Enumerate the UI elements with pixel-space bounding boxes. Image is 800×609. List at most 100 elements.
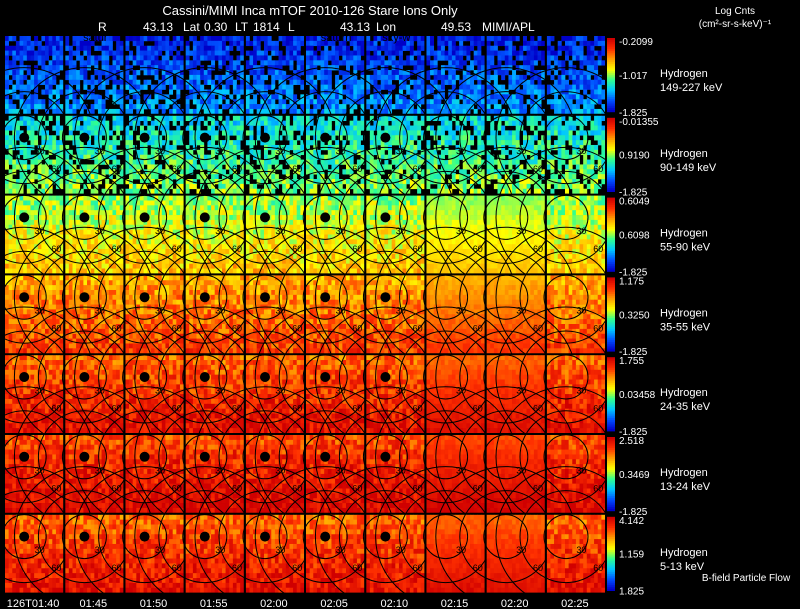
heatmap-cell <box>240 120 245 126</box>
heatmap-cell <box>417 125 422 131</box>
heatmap-cell <box>59 135 64 141</box>
heatmap-cell <box>579 120 584 126</box>
heatmap-cell <box>413 79 418 85</box>
heatmap-cell <box>72 79 77 85</box>
heatmap-cell <box>512 120 517 126</box>
heatmap-cell <box>37 115 42 122</box>
heatmap-cell <box>561 104 566 110</box>
heatmap-cell <box>147 244 152 250</box>
heatmap-cell <box>353 149 358 156</box>
heatmap-cell <box>112 70 117 76</box>
heatmap-cell <box>90 244 95 250</box>
heatmap-cell <box>192 60 197 66</box>
heatmap-cell <box>335 154 340 160</box>
heatmap-cell <box>108 253 113 260</box>
heatmap-cell <box>192 144 197 151</box>
heatmap-cell <box>150 140 155 146</box>
heatmap-cell <box>444 159 449 165</box>
heatmap-cell <box>105 253 110 260</box>
heatmap-cell <box>65 244 70 250</box>
heatmap-cell <box>129 154 134 160</box>
heatmap-cell <box>147 179 152 185</box>
heatmap-cell <box>143 60 148 66</box>
heatmap-cell <box>377 99 382 105</box>
heatmap-cell <box>30 219 35 226</box>
heatmap-cell <box>260 179 265 185</box>
heatmap-cell <box>229 36 234 42</box>
heatmap-cell <box>459 154 464 160</box>
heatmap-cell <box>420 84 425 90</box>
heatmap-cell <box>203 36 208 42</box>
heatmap-cell <box>546 89 551 95</box>
heatmap-cell <box>249 144 254 151</box>
heatmap-cell <box>179 239 184 245</box>
heatmap-cell <box>335 174 340 180</box>
heatmap-cell <box>55 179 60 185</box>
heatmap-cell <box>554 144 559 151</box>
heatmap-cell <box>575 149 580 156</box>
heatmap-cell <box>561 99 566 105</box>
heatmap-cell <box>105 125 110 131</box>
colorbar-segment <box>607 104 615 107</box>
heatmap-cell <box>169 253 174 260</box>
heatmap-cell <box>116 130 121 136</box>
heatmap-cell <box>196 45 201 51</box>
heatmap-cell <box>116 195 121 201</box>
heatmap-cell <box>480 179 485 185</box>
heatmap-cell <box>398 104 403 110</box>
heatmap-cell <box>380 154 385 160</box>
heatmap-cell <box>402 135 407 141</box>
heatmap-cell <box>590 89 595 95</box>
heatmap-cell <box>561 154 566 160</box>
heatmap-cell <box>508 99 513 105</box>
heatmap-cell <box>30 94 35 100</box>
heatmap-cell <box>451 140 456 146</box>
heatmap-cell <box>59 125 64 131</box>
heatmap-cell <box>90 120 95 126</box>
heatmap-cell <box>564 154 569 160</box>
heatmap-cell <box>185 183 190 190</box>
heatmap-cell <box>52 74 57 81</box>
contour-label: 60 <box>51 244 61 254</box>
heatmap-cell <box>353 174 358 180</box>
heatmap-cell <box>105 169 110 175</box>
heatmap-cell <box>8 174 13 180</box>
heatmap-cell <box>176 125 181 131</box>
heatmap-cell <box>65 234 70 240</box>
heatmap-cell <box>508 94 513 100</box>
heatmap-cell <box>522 108 527 115</box>
heatmap-cell <box>225 174 230 180</box>
heatmap-cell <box>200 179 205 185</box>
heatmap-cell <box>320 79 325 85</box>
heatmap-cell <box>373 188 378 194</box>
heatmap-cell <box>112 65 117 71</box>
heatmap-cell <box>564 135 569 141</box>
heatmap-cell <box>23 99 28 105</box>
heatmap-cell <box>342 45 347 51</box>
heatmap-cell <box>172 210 177 216</box>
heatmap-cell <box>116 159 121 165</box>
heatmap-cell <box>229 169 234 175</box>
heatmap-cell <box>309 120 314 126</box>
heatmap-cell <box>497 125 502 131</box>
heatmap-cell <box>225 50 230 56</box>
heatmap-cell <box>448 135 453 141</box>
heatmap-cell <box>497 135 502 141</box>
heatmap-cell <box>451 79 456 85</box>
heatmap-cell <box>90 219 95 226</box>
heatmap-cell <box>132 164 137 170</box>
heatmap-cell <box>214 40 219 47</box>
heatmap-cell <box>420 108 425 115</box>
heatmap-cell <box>185 50 190 56</box>
heatmap-cell <box>369 60 374 66</box>
heatmap-cell <box>515 159 520 165</box>
heatmap-cell <box>125 249 130 255</box>
heatmap-cell <box>409 99 414 105</box>
colorbar-segment <box>607 139 615 143</box>
heatmap-cell <box>48 244 53 250</box>
heatmap-cell <box>154 149 159 156</box>
heatmap-cell <box>218 74 223 81</box>
heatmap-cell <box>327 70 332 76</box>
heatmap-cell <box>583 179 588 185</box>
heatmap-cell <box>285 135 290 141</box>
